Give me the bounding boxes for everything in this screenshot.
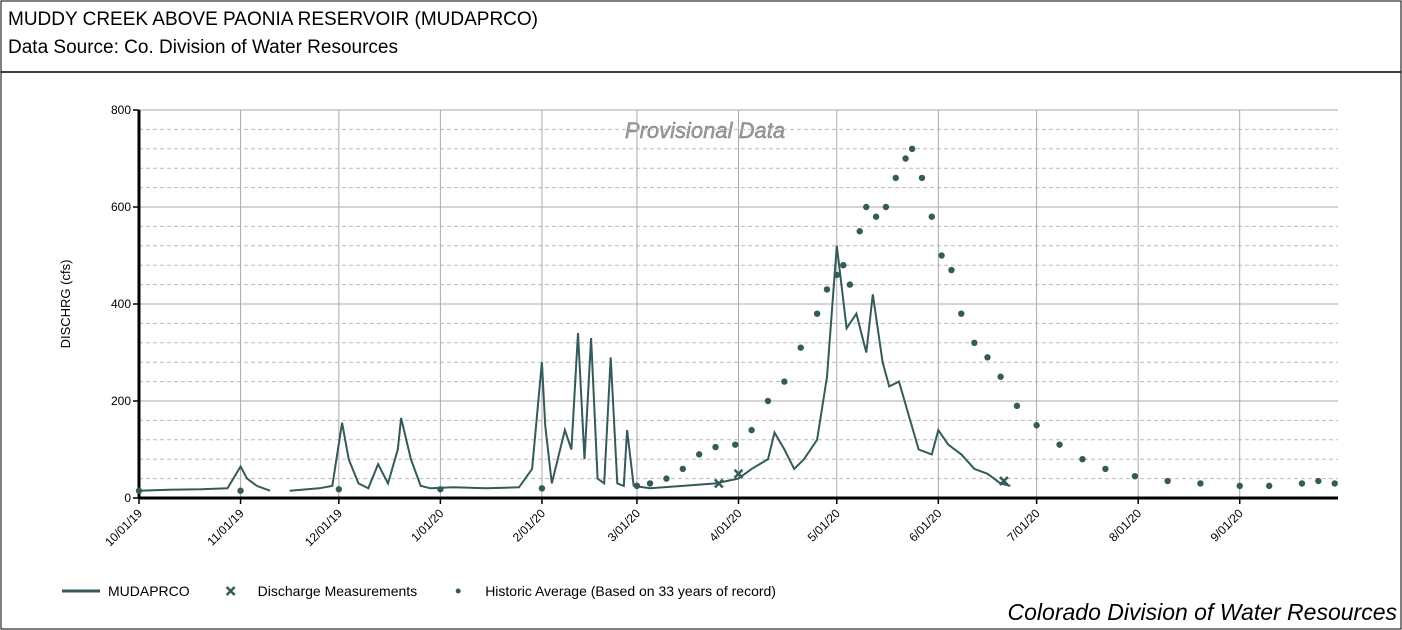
historic-dot	[1079, 456, 1086, 463]
historic-dot	[958, 310, 965, 317]
y-tick-label: 0	[124, 491, 131, 505]
footer: Colorado Division of Water Resources	[1008, 599, 1398, 625]
historic-dot	[856, 228, 863, 235]
historic-dot	[997, 373, 1004, 380]
historic-dot	[646, 480, 654, 487]
chart-title: MUDDY CREEK ABOVE PAONIA RESERVOIR (MUDA…	[8, 9, 538, 30]
historic-dot	[712, 443, 719, 451]
historic-dot	[335, 486, 343, 493]
historic-dot	[748, 426, 755, 434]
historic-dot	[902, 155, 909, 162]
historic-dot	[1315, 477, 1322, 485]
chart-subtitle: Data Source: Co. Division of Water Resou…	[8, 37, 398, 58]
historic-dot	[135, 487, 143, 494]
historic-dot	[823, 286, 831, 293]
historic-dot	[679, 465, 687, 473]
historic-dot	[695, 451, 703, 458]
historic-dot	[918, 174, 926, 182]
historic-dot	[1131, 472, 1139, 480]
historic-dot	[663, 475, 670, 482]
historic-dot	[928, 213, 935, 220]
historic-dot	[732, 441, 739, 448]
historic-dot	[971, 339, 978, 346]
legend-label: Discharge Measurements	[258, 583, 418, 599]
historic-dot	[840, 262, 847, 269]
historic-dot	[872, 213, 880, 220]
historic-dot	[892, 174, 899, 182]
historic-dot	[938, 252, 945, 259]
historic-dot	[846, 281, 854, 288]
historic-dot	[863, 203, 870, 211]
historic-dot	[1197, 480, 1204, 487]
historic-dot	[1236, 482, 1243, 490]
y-axis-label: DISCHRG (cfs)	[58, 260, 73, 349]
annotation: Provisional Data	[625, 118, 785, 143]
historic-dot	[1033, 422, 1040, 429]
historic-dot	[1298, 480, 1306, 487]
legend-label: Historic Average (Based on 33 years of r…	[485, 583, 776, 599]
historic-dot	[1056, 441, 1063, 448]
historic-dot	[781, 378, 788, 385]
historic-dot	[797, 344, 804, 351]
historic-dot	[1013, 402, 1021, 410]
historic-dot	[1102, 465, 1109, 473]
legend-swatch	[225, 586, 236, 596]
historic-dot	[882, 203, 890, 211]
historic-dot	[1331, 480, 1338, 487]
legend-swatch	[455, 588, 461, 594]
historic-dot	[1164, 477, 1171, 485]
series-line	[138, 245, 1011, 492]
y-tick-label: 800	[111, 103, 131, 117]
historic-dot	[1266, 482, 1273, 490]
legend-label: MUDAPRCO	[108, 583, 190, 599]
historic-dot	[764, 397, 772, 405]
historic-dot	[948, 266, 955, 274]
historic-dot	[237, 487, 244, 494]
historic-dot	[908, 145, 916, 152]
historic-dot	[538, 485, 546, 492]
y-tick-label: 200	[111, 394, 131, 408]
y-tick-label: 400	[111, 297, 131, 311]
historic-dot	[984, 354, 991, 361]
y-tick-label: 600	[111, 200, 131, 214]
historic-dot	[813, 310, 821, 317]
